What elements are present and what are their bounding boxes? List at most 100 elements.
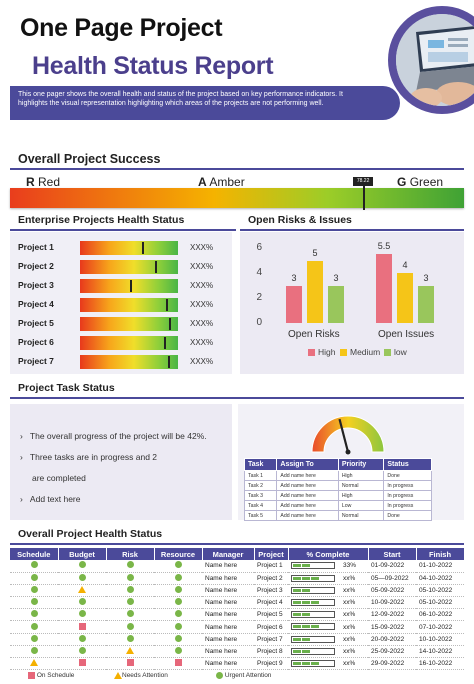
project-health-marker: [130, 280, 132, 292]
status-cell: [10, 608, 58, 622]
progress-bar: [291, 562, 335, 570]
complete-value: xx%: [343, 660, 356, 668]
legend-swatch: [384, 349, 391, 357]
project-value: XXX%: [190, 357, 214, 366]
risks-title: Open Risks & Issues: [248, 214, 352, 226]
project-name: Project 2: [18, 261, 54, 271]
health-table-row: Name here Project 8 xx% 25-09-2022 14-10-202…: [10, 645, 464, 659]
progress-segment: [293, 576, 301, 580]
category-label: Open Risks: [288, 329, 340, 340]
status-cell: [58, 560, 106, 573]
bar-value-label: 3: [333, 272, 339, 283]
status-cell: [58, 572, 106, 585]
complete-value: 33%: [343, 562, 357, 570]
status-cell: [154, 608, 202, 622]
legend-medium: Medium: [340, 347, 380, 357]
progress-bar: [291, 574, 335, 582]
complete-value: xx%: [343, 648, 356, 656]
project-health-bar: [80, 298, 178, 312]
project-health-bar: [80, 317, 178, 331]
project-name: Project 4: [18, 299, 54, 309]
laptop-photo: [396, 14, 474, 106]
bar-value-label: 3: [291, 272, 297, 283]
progress-segment: [311, 601, 319, 605]
project-value: XXX%: [190, 262, 214, 271]
status-cell: [10, 620, 58, 634]
task-table-header: Task: [243, 458, 278, 471]
legend-swatch: [308, 349, 315, 357]
start-cell: 05—09-2022: [368, 572, 416, 585]
project-health-marker: [155, 261, 157, 273]
status-green-dot: [174, 585, 182, 593]
status-green-dot: [174, 646, 182, 654]
project-name: Project 3: [18, 280, 54, 290]
health-table-header: % Complete: [288, 548, 369, 560]
start-cell: 25-09-2022: [368, 645, 416, 659]
project-health-bar: [80, 355, 178, 369]
status-amber-triangle: [126, 646, 134, 654]
progress-segment: [293, 613, 301, 617]
complete-cell: xx%: [288, 608, 368, 622]
status-cell: [10, 633, 58, 646]
progress-bar: [291, 647, 335, 655]
project-row: Project 2 XXX%: [18, 260, 228, 274]
manager-cell: Name here: [202, 645, 254, 659]
progress-segment: [302, 601, 310, 605]
health-table-row: Name here Project 1 33% 01-09-2022 01-10-202…: [10, 560, 464, 573]
status-cell: [154, 584, 202, 598]
project-value: XXX%: [190, 300, 214, 309]
status-green-dot: [78, 561, 86, 569]
bar-value-label: 3: [423, 272, 429, 283]
status-cell: [58, 645, 106, 659]
gauge-needle: [338, 418, 350, 453]
health-table-row: Name here Project 7 xx% 20-09-2022 10-10-202…: [10, 633, 464, 646]
status-cell: [10, 596, 58, 610]
legend-high: High: [308, 347, 335, 357]
legend-low: low: [384, 347, 407, 357]
task-table-cell: In progress: [383, 500, 432, 511]
bar-high-2: [376, 254, 392, 323]
task-table-cell: High: [337, 490, 385, 501]
status-cell: [10, 645, 58, 659]
progress-bar: [291, 586, 335, 594]
task-table-cell: Add name here: [276, 490, 339, 501]
health-table-row: Name here Project 6 xx% 15-09-2022 07-10-202…: [10, 620, 464, 634]
status-cell: [106, 560, 154, 573]
finish-cell: 14-10-2022: [416, 645, 464, 659]
manager-cell: Name here: [202, 620, 254, 634]
status-green-dot: [30, 610, 38, 618]
status-green-dot: [30, 585, 38, 593]
bar-high-1: [286, 285, 302, 323]
finish-cell: 10-10-2022: [416, 633, 464, 646]
status-cell: [58, 657, 106, 671]
description-banner: [10, 86, 400, 120]
task-table-cell: Low: [337, 500, 385, 511]
bar-value-label: 5.5: [377, 241, 391, 252]
task-line-2: › Three tasks are in progress and 2: [20, 452, 158, 462]
section-divider: [240, 229, 464, 231]
status-green-dot: [174, 634, 182, 642]
task-line-3: are completed: [32, 473, 86, 483]
status-green-dot: [126, 561, 134, 569]
project-row: Project 1 XXX%: [18, 241, 228, 255]
progress-segment: [302, 637, 310, 641]
status-green-dot: [174, 561, 182, 569]
status-cell: [10, 560, 58, 573]
bar-low-1: [328, 285, 344, 323]
status-green-dot: [30, 573, 38, 581]
manager-cell: Name here: [202, 633, 254, 646]
status-green-dot: [126, 610, 134, 618]
status-cell: [106, 620, 154, 634]
status-red-square: [78, 659, 86, 667]
status-green-dot: [126, 598, 134, 606]
progress-bar: [291, 611, 335, 619]
status-green-dot: [30, 622, 38, 630]
progress-segment: [302, 649, 310, 653]
project-cell: Project 2: [254, 572, 288, 585]
start-cell: 29-09-2022: [368, 657, 416, 671]
rag-green-label: G Green: [397, 175, 444, 189]
progress-segment: [302, 613, 310, 617]
task-table-cell: Normal: [337, 480, 385, 491]
manager-cell: Name here: [202, 584, 254, 598]
status-cell: [154, 657, 202, 671]
